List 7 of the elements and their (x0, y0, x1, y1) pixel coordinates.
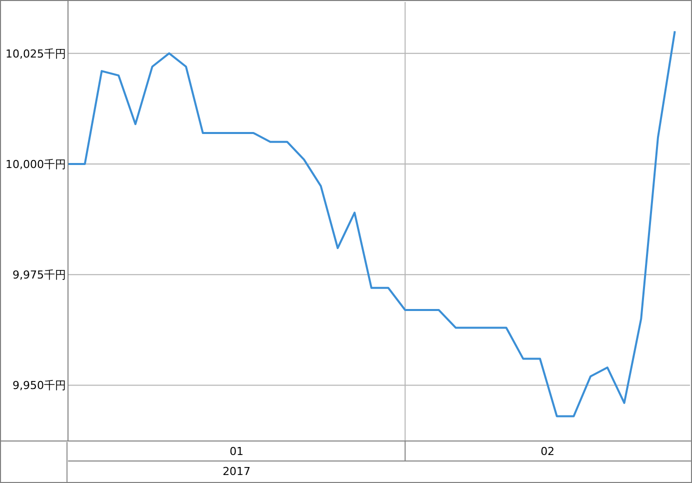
text: 2017 (222, 465, 251, 478)
text: 02 (540, 445, 555, 458)
text: 01 (230, 445, 244, 458)
y-tick-label: 10,025千円 (6, 47, 66, 60)
y-tick-label: 10,000千円 (6, 158, 66, 171)
y-tick-label: 9,950千円 (12, 379, 66, 392)
y-tick-label: 9,975千円 (12, 268, 66, 282)
